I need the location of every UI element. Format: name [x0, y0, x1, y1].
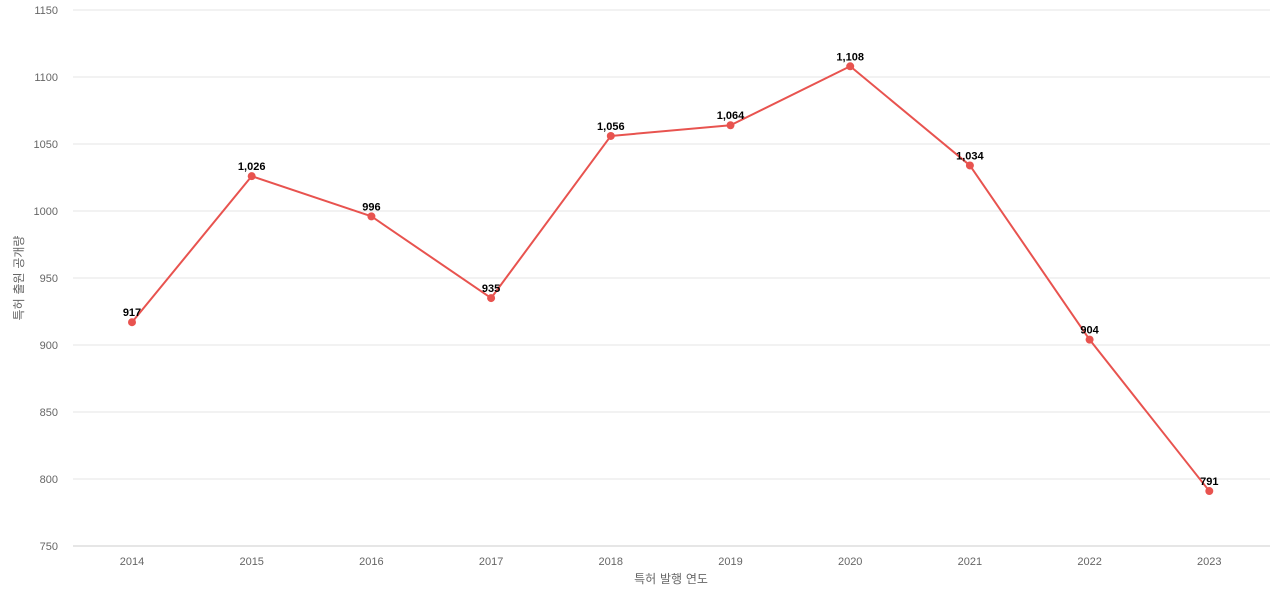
data-labels: 917 1,026 996 935 1,056 1,064 1,108 1,034 904 791: [123, 51, 1219, 488]
data-label: 1,034: [956, 150, 984, 162]
series-line: [131, 65, 1211, 492]
data-label: 917: [123, 307, 141, 319]
y-tick-label: 950: [40, 273, 58, 285]
data-point[interactable]: [1085, 335, 1094, 344]
data-point[interactable]: [846, 62, 855, 71]
data-point[interactable]: [606, 131, 615, 140]
x-tick-label: 2019: [718, 556, 742, 568]
y-axis-ticks: 750 800 850 900 950 1000 1050 1100 1150: [34, 5, 58, 553]
y-tick-label: 1050: [34, 139, 58, 151]
data-point[interactable]: [487, 294, 496, 303]
data-label: 904: [1080, 325, 1099, 337]
y-tick-label: 800: [40, 474, 58, 486]
x-tick-label: 2016: [359, 556, 383, 568]
data-label: 791: [1200, 476, 1218, 488]
y-tick-label: 1000: [34, 206, 58, 218]
y-tick-label: 1100: [34, 72, 58, 84]
x-tick-label: 2022: [1077, 556, 1101, 568]
data-point[interactable]: [367, 212, 376, 221]
y-tick-label: 1150: [34, 5, 58, 17]
x-tick-label: 2020: [838, 556, 862, 568]
x-tick-label: 2015: [239, 556, 263, 568]
data-point[interactable]: [247, 172, 256, 181]
data-label: 1,108: [836, 51, 864, 63]
y-tick-label: 750: [40, 541, 58, 553]
data-point[interactable]: [1205, 487, 1214, 496]
y-tick-label: 900: [40, 340, 58, 352]
x-tick-label: 2021: [958, 556, 982, 568]
data-label: 996: [362, 201, 380, 213]
data-label: 1,056: [597, 121, 625, 133]
x-tick-label: 2017: [479, 556, 503, 568]
data-point[interactable]: [128, 318, 136, 327]
data-label: 935: [482, 283, 500, 295]
data-point[interactable]: [726, 121, 735, 130]
y-axis-title: 특허 출원 공개량: [12, 236, 26, 321]
x-tick-label: 2014: [120, 556, 144, 568]
data-point[interactable]: [965, 161, 974, 170]
y-tick-label: 850: [40, 407, 58, 419]
x-tick-label: 2023: [1197, 556, 1221, 568]
data-label: 1,064: [717, 110, 745, 122]
grid: [73, 9, 1270, 547]
x-axis-ticks: 2014 2015 2016 2017 2018 2019 2020 2021 2022 2023: [120, 556, 1222, 568]
data-label: 1,026: [238, 161, 266, 173]
series-line-group: [128, 62, 1214, 496]
x-axis-title: 특허 발행 연도: [634, 571, 708, 586]
x-tick-label: 2018: [599, 556, 623, 568]
